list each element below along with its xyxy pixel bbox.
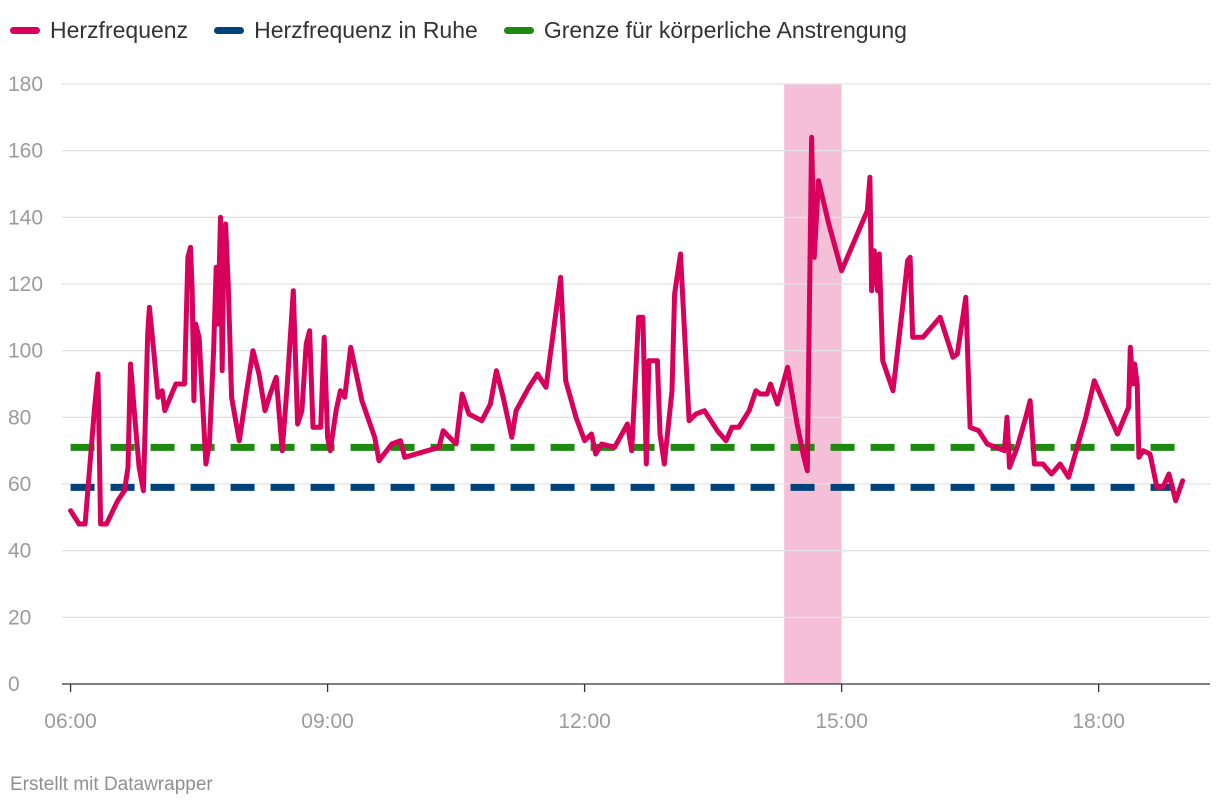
legend-item-herzfrequenz-in-ruhe: Herzfrequenz in Ruhe xyxy=(214,17,478,44)
x-tick-label: 09:00 xyxy=(301,710,354,733)
y-tick-label: 0 xyxy=(8,673,20,696)
x-tick-label: 15:00 xyxy=(815,710,868,733)
x-tick-label: 06:00 xyxy=(44,710,97,733)
y-tick-label: 120 xyxy=(8,273,43,296)
legend-label: Herzfrequenz in Ruhe xyxy=(254,16,478,43)
y-tick-label: 40 xyxy=(8,540,31,563)
legend-swatch xyxy=(214,26,245,34)
y-tick-label: 160 xyxy=(8,140,43,163)
y-tick-label: 140 xyxy=(8,206,43,229)
legend-item-herzfrequenz: Herzfrequenz xyxy=(10,17,188,44)
axes: 06:00 09:00 12:00 15:00 18:00 xyxy=(44,683,1210,733)
legend-item-grenze-f-r-k-rperliche-anstrengung: Grenze für körperliche Anstrengung xyxy=(503,16,907,44)
y-tick-label: 180 xyxy=(8,73,43,96)
y-tick-label: 100 xyxy=(8,340,43,363)
heart-rate-chart: 0 20 40 60 80 100 120 140 160 180 06:00 09:00 12:00… xyxy=(8,73,1210,733)
legend-label: Herzfrequenz xyxy=(50,16,189,43)
chart-legend: Herzfrequenz Herzfrequenz in Ruhe Grenze f… xyxy=(10,14,907,46)
y-tick-label: 60 xyxy=(8,473,31,496)
y-tick-label: 20 xyxy=(8,606,31,629)
legend-swatch xyxy=(503,26,534,34)
x-tick-label: 18:00 xyxy=(1072,710,1125,733)
legend-label: Grenze für körperliche Anstrengung xyxy=(543,16,907,43)
series-layer xyxy=(68,134,1186,527)
y-tick-label: 80 xyxy=(8,406,31,429)
gridlines: 0 20 40 60 80 100 120 140 160 180 xyxy=(8,73,1210,696)
series-line-herzfrequenz xyxy=(68,134,1186,527)
x-tick-label: 12:00 xyxy=(558,710,611,733)
legend-swatch xyxy=(10,26,40,34)
credit-text: Erstellt mit Datawrapper xyxy=(10,774,213,795)
